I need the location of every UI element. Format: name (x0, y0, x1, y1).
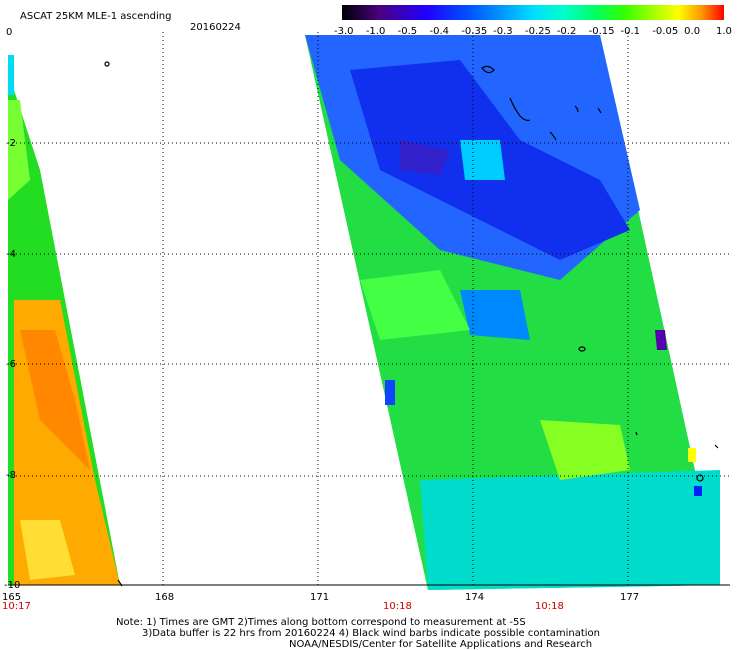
note-line-2: 3)Data buffer is 22 hrs from 20160224 4)… (142, 628, 600, 639)
left-swath (8, 55, 120, 585)
lon-label-177: 177 (620, 592, 640, 603)
lon-label-174: 174 (465, 592, 485, 603)
colorbar-label: -0.05 (652, 26, 679, 37)
colorbar-label: -0.5 (397, 26, 418, 37)
lat-label-2: -2 (6, 138, 16, 149)
chart-date: 20160224 (190, 22, 241, 33)
chart-title: ASCAT 25KM MLE-1 ascending (20, 11, 172, 22)
island-outlines (104, 61, 719, 587)
lat-label-4: -4 (6, 249, 16, 260)
colorbar-label: -0.15 (588, 26, 615, 37)
time-label-2: 10:18 (383, 601, 412, 612)
graticule (8, 32, 730, 585)
colorbar-gradient (342, 5, 724, 20)
lat-label-6: -6 (6, 359, 16, 370)
colorbar-label: 0.0 (684, 26, 701, 37)
lat-label-8: -8 (6, 470, 16, 481)
colorbar-label: -1.0 (365, 26, 386, 37)
lon-label-165: 165 (2, 592, 22, 603)
colorbar-label: -0.35 (461, 26, 488, 37)
note-line-3: NOAA/NESDIS/Center for Satellite Applica… (289, 639, 593, 650)
lat-label-0: 0 (6, 27, 13, 38)
colorbar-label: -0.4 (429, 26, 450, 37)
note-line-1: Note: 1) Times are GMT 2)Times along bot… (116, 617, 526, 628)
right-swath (305, 35, 720, 590)
lon-label-168: 168 (155, 592, 175, 603)
colorbar-label: -3.0 (334, 26, 354, 37)
colorbar-label: 1.0 (716, 26, 732, 37)
lat-label-10: -10 (4, 580, 21, 591)
lon-label-171: 171 (310, 592, 330, 603)
colorbar-label: -0.3 (493, 26, 513, 37)
colorbar-label: -0.25 (525, 26, 551, 37)
colorbar-label: -0.1 (620, 26, 641, 37)
colorbar-label: -0.2 (556, 26, 577, 37)
time-label-3: 10:18 (535, 601, 564, 612)
time-label-1: 10:17 (2, 601, 31, 612)
colorbar (342, 5, 724, 20)
